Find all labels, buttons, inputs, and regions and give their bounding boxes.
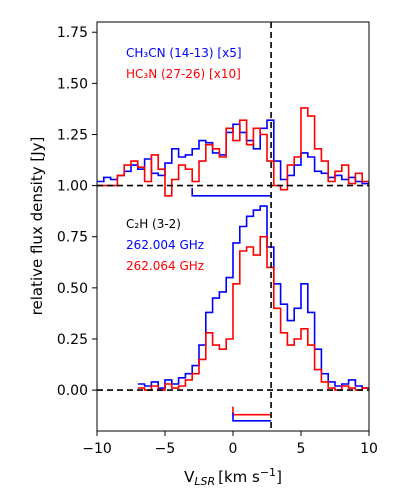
x-tick-label: 5 <box>297 441 306 457</box>
y-tick-label: 0.25 <box>57 332 88 348</box>
legend-262004: 262.004 GHz <box>126 238 204 252</box>
legend-c2h: C₂H (3-2) <box>126 217 181 231</box>
y-tick-label: 0.50 <box>57 281 88 297</box>
x-axis-label-exp: −1 <box>260 466 276 479</box>
legend-ch3cn: CH₃CN (14-13) [x5] <box>126 46 242 60</box>
legend-262064: 262.064 GHz <box>126 259 204 273</box>
x-tick-label: −10 <box>82 441 112 457</box>
y-tick-label: 0.75 <box>57 230 88 246</box>
x-axis-label-unit: [km s <box>218 468 260 486</box>
x-axis-label-main: V <box>184 468 195 486</box>
y-tick-label: 0.00 <box>57 383 88 399</box>
series-layer <box>97 107 369 422</box>
y-axis-label: relative flux density [Jy] <box>28 137 46 316</box>
x-axis-label: VLSR [km s−1] <box>184 466 282 488</box>
x-tick-label: −5 <box>155 441 176 457</box>
x-tick-label: 0 <box>229 441 238 457</box>
velocity-range-marker-1 <box>191 187 272 197</box>
series-line-3 <box>137 205 369 389</box>
legend-hc3n: HC₃N (27-26) [x10] <box>126 67 241 81</box>
x-tick-label: 10 <box>360 441 378 457</box>
y-tick-label: 1.25 <box>57 127 88 143</box>
series-line-4 <box>137 235 369 391</box>
y-axis-ticks: 0.00 0.25 0.50 0.75 1.00 1.25 1.50 1.75 <box>57 25 97 399</box>
reference-lines <box>97 22 369 431</box>
series-line-2 <box>97 107 369 197</box>
y-tick-label: 1.00 <box>57 179 88 195</box>
x-axis-label-sub: LSR <box>194 475 215 488</box>
x-axis-label-close: ] <box>276 468 282 486</box>
velocity-range-marker-3 <box>232 412 272 422</box>
y-tick-label: 1.50 <box>57 76 88 92</box>
y-tick-label: 1.75 <box>57 25 88 41</box>
x-axis-ticks: −10 −5 0 5 10 <box>82 431 378 457</box>
